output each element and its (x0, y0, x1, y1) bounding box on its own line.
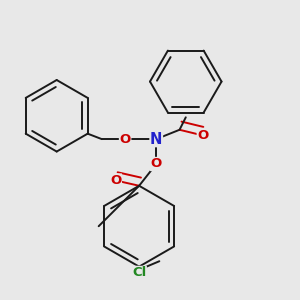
Text: N: N (150, 132, 162, 147)
Text: O: O (197, 129, 208, 142)
Text: O: O (110, 174, 122, 187)
Text: O: O (151, 158, 162, 170)
Text: Cl: Cl (132, 266, 146, 279)
Text: O: O (119, 133, 131, 146)
